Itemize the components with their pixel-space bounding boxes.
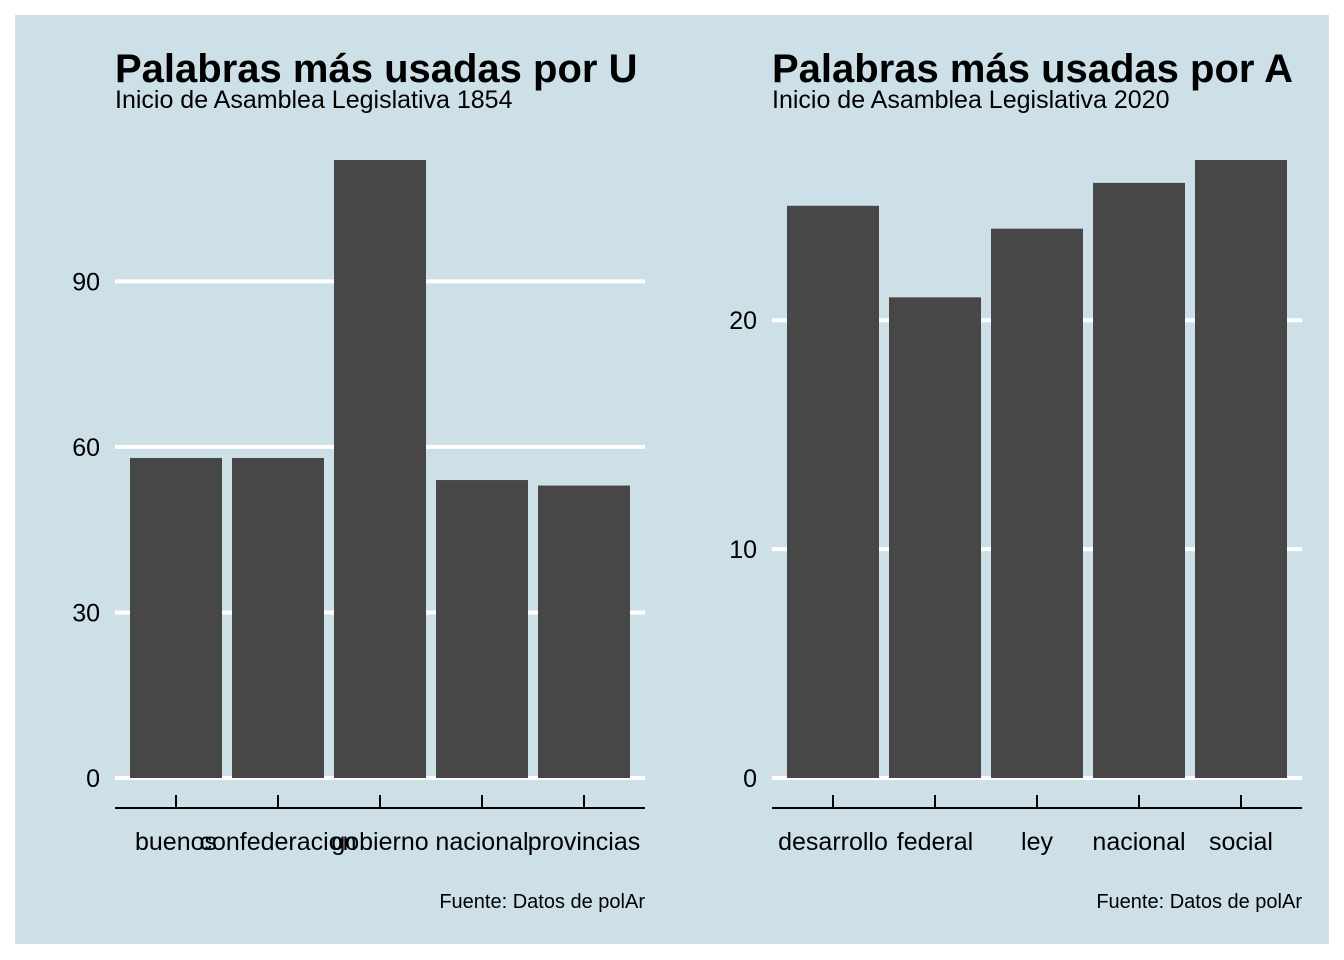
x-tick-label: gobierno xyxy=(331,828,428,856)
bar-nacional xyxy=(436,480,528,778)
chart-caption: Fuente: Datos de polAr xyxy=(1096,891,1302,913)
bar-provincias xyxy=(538,485,630,778)
y-tick-label: 90 xyxy=(72,268,100,296)
chart-subtitle: Inicio de Asamblea Legislativa 1854 xyxy=(115,86,513,114)
x-tick-label: desarrollo xyxy=(778,828,888,856)
chart-caption: Fuente: Datos de polAr xyxy=(439,891,645,913)
bar-ley xyxy=(991,228,1083,778)
bar-desarrollo xyxy=(787,205,879,778)
bar-buenos xyxy=(130,457,222,778)
y-tick-label: 0 xyxy=(86,765,100,793)
x-tick-label: buenos xyxy=(135,828,217,856)
y-tick-label: 30 xyxy=(72,599,100,627)
chart-title: Palabras más usadas por U xyxy=(115,47,637,91)
y-tick-label: 60 xyxy=(72,434,100,462)
chart-title: Palabras más usadas por A xyxy=(772,47,1293,91)
chart-2020: Palabras más usadas por A Inicio de Asam… xyxy=(729,47,1302,913)
x-tick-label: federal xyxy=(897,828,973,856)
x-tick-label: nacional xyxy=(1092,828,1185,856)
chart-subtitle: Inicio de Asamblea Legislativa 2020 xyxy=(772,86,1170,114)
bar-gobierno xyxy=(334,160,426,778)
bar-nacional xyxy=(1093,182,1185,778)
bar-confederacion xyxy=(232,457,324,778)
bar-federal xyxy=(889,297,981,778)
y-tick-label: 10 xyxy=(729,536,757,564)
y-tick-label: 0 xyxy=(743,765,757,793)
x-tick-label: provincias xyxy=(528,828,641,856)
chart-1854: Palabras más usadas por U Inicio de Asam… xyxy=(72,47,645,913)
x-tick-label: ley xyxy=(1021,828,1053,856)
bar-social xyxy=(1195,160,1287,778)
y-tick-label: 20 xyxy=(729,307,757,335)
x-tick-label: confederacion xyxy=(199,828,356,856)
x-tick-label: nacional xyxy=(435,828,528,856)
x-tick-label: social xyxy=(1209,828,1273,856)
